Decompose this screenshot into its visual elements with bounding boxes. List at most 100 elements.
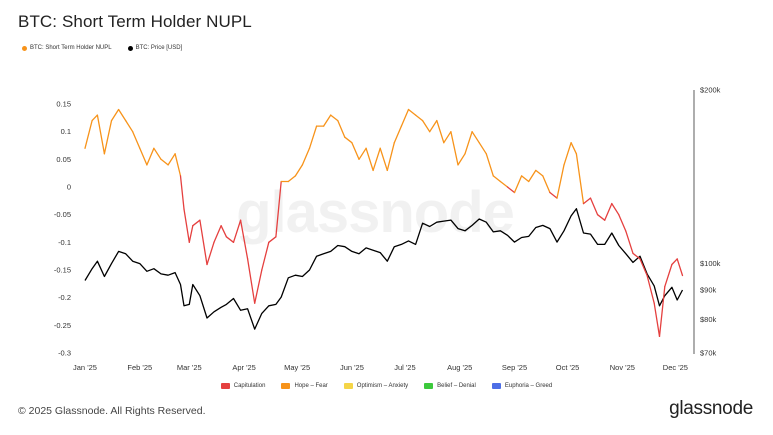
- nupl-line-segment: [344, 136, 353, 144]
- legend-dot-nupl: [22, 45, 27, 51]
- nupl-line-segment: [301, 147, 311, 166]
- nupl-line-segment: [287, 175, 297, 183]
- nupl-line-segment: [639, 258, 648, 277]
- zone-swatch-capitulation: [220, 383, 230, 389]
- nupl-line-segment: [351, 142, 360, 160]
- nupl-line-segment: [179, 175, 185, 210]
- nupl-line-segment: [653, 302, 661, 338]
- nupl-line-segment: [213, 225, 222, 243]
- price-series: [84, 208, 684, 330]
- nupl-line-segment: [646, 274, 655, 304]
- nupl-line-segment: [337, 119, 346, 138]
- nupl-line-segment: [582, 197, 592, 205]
- nupl-line-segment: [308, 125, 318, 149]
- nupl-line-segment: [246, 258, 256, 304]
- x-tick-label: Apr '25: [232, 363, 256, 372]
- nupl-line-segment: [450, 131, 459, 166]
- zone-legend-euphoria-greed[interactable]: Euphoria – Greed: [491, 383, 552, 389]
- nupl-line-segment: [275, 180, 282, 238]
- nupl-line-segment: [528, 169, 537, 183]
- zone-legend: Capitulation Hope – Fear Optimism – Anxi…: [0, 383, 773, 389]
- legend-dot-price: [127, 45, 133, 51]
- y-right-tick-label: $80k: [700, 315, 717, 324]
- zone-label-hope-fear: Hope – Fear: [294, 383, 328, 389]
- y-axis-right: $200k $100k $90k $80k $70k: [700, 86, 721, 358]
- nupl-line-segment: [254, 269, 263, 304]
- y-left-tick-label: 0.05: [56, 155, 71, 164]
- zone-label-belief-denial: Belief – Denial: [437, 383, 476, 389]
- nupl-line-segment: [506, 186, 516, 194]
- nupl-line-segment: [365, 147, 374, 172]
- nupl-line-segment: [330, 114, 339, 122]
- nupl-line-segment: [174, 153, 182, 177]
- legend-item-nupl[interactable]: BTC: Short Term Holder NUPL: [22, 45, 112, 51]
- y-right-tick-label: $70k: [700, 349, 717, 358]
- nupl-line-segment: [125, 119, 134, 133]
- zone-swatch-optimism-anxiety: [343, 383, 353, 389]
- nupl-line-segment: [471, 131, 480, 144]
- nupl-line-segment: [261, 241, 270, 271]
- nupl-line-segment: [183, 208, 190, 243]
- nupl-line-segment: [103, 119, 113, 155]
- nupl-line-segment: [618, 214, 627, 232]
- chart-title: BTC: Short Term Holder NUPL: [18, 12, 252, 31]
- watermark-text: glassnode: [236, 180, 514, 245]
- y-left-tick-label: -0.05: [54, 210, 71, 219]
- zone-legend-hope-fear[interactable]: Hope – Fear: [281, 383, 328, 389]
- x-tick-label: Feb '25: [127, 363, 152, 372]
- copyright-text: © 2025 Glassnode. All Rights Reserved.: [18, 405, 206, 417]
- nupl-line-segment: [611, 202, 620, 216]
- nupl-line-segment: [117, 108, 127, 122]
- nupl-line-segment: [513, 175, 523, 194]
- nupl-line-segment: [570, 142, 578, 155]
- nupl-line-segment: [153, 147, 162, 160]
- x-tick-label: Jun '25: [340, 363, 364, 372]
- nupl-line-segment: [358, 147, 367, 160]
- nupl-line-segment: [167, 153, 176, 166]
- nupl-line-segment: [478, 142, 487, 155]
- nupl-line-segment: [604, 202, 613, 221]
- x-tick-label: Nov '25: [610, 363, 635, 372]
- nupl-line-segment: [160, 158, 169, 166]
- legend-label-price: BTC: Price [USD]: [135, 45, 183, 51]
- legend-item-price[interactable]: BTC: Price [USD]: [127, 45, 183, 51]
- nupl-line-segment: [575, 153, 585, 205]
- nupl-line-segment: [542, 175, 551, 194]
- nupl-line-segment: [192, 219, 201, 227]
- price-line-path: [84, 208, 684, 330]
- zone-legend-capitulation[interactable]: Capitulation: [220, 383, 266, 389]
- nupl-line-segment: [239, 219, 249, 260]
- nupl-line-segment: [294, 164, 304, 177]
- nupl-line-segment: [372, 147, 381, 172]
- legend-label-nupl: BTC: Short Term Holder NUPL: [30, 45, 112, 51]
- y-left-tick-label: -0.3: [58, 349, 71, 358]
- nupl-line-segment: [132, 131, 141, 149]
- zone-legend-optimism-anxiety[interactable]: Optimism – Anxiety: [343, 383, 408, 389]
- nupl-line-segment: [322, 114, 332, 127]
- nupl-line-segment: [220, 225, 228, 238]
- nupl-line-segment: [549, 191, 558, 199]
- zone-swatch-euphoria-greed: [491, 383, 501, 389]
- brand-logo-text[interactable]: glassnode: [669, 398, 753, 419]
- nupl-line-segment: [632, 252, 641, 260]
- nupl-line-segment: [414, 114, 424, 122]
- nupl-line-segment: [596, 214, 606, 221]
- nupl-line-segment: [146, 147, 155, 166]
- nupl-line-segment: [206, 241, 215, 266]
- zone-legend-belief-denial[interactable]: Belief – Denial: [424, 383, 476, 389]
- nupl-line-segment: [407, 108, 417, 116]
- nupl-line-segment: [393, 125, 403, 144]
- nupl-line-segment: [84, 119, 93, 149]
- y-right-tick-label: $90k: [700, 286, 717, 295]
- nupl-line-segment: [556, 164, 565, 199]
- zone-label-capitulation: Capitulation: [233, 383, 266, 389]
- chart-legend-top: BTC: Short Term Holder NUPL BTC: Price […: [22, 45, 182, 51]
- nupl-line-segment: [199, 219, 208, 266]
- y-left-tick-label: -0.2: [58, 293, 71, 302]
- nupl-line-segment: [436, 119, 445, 144]
- x-tick-label: Oct '25: [556, 363, 580, 372]
- nupl-line-segment: [91, 114, 99, 122]
- x-axis: Jan '25 Feb '25 Mar '25 Apr '25 May '25 Jun '…: [73, 363, 688, 372]
- x-tick-label: Mar '25: [177, 363, 202, 372]
